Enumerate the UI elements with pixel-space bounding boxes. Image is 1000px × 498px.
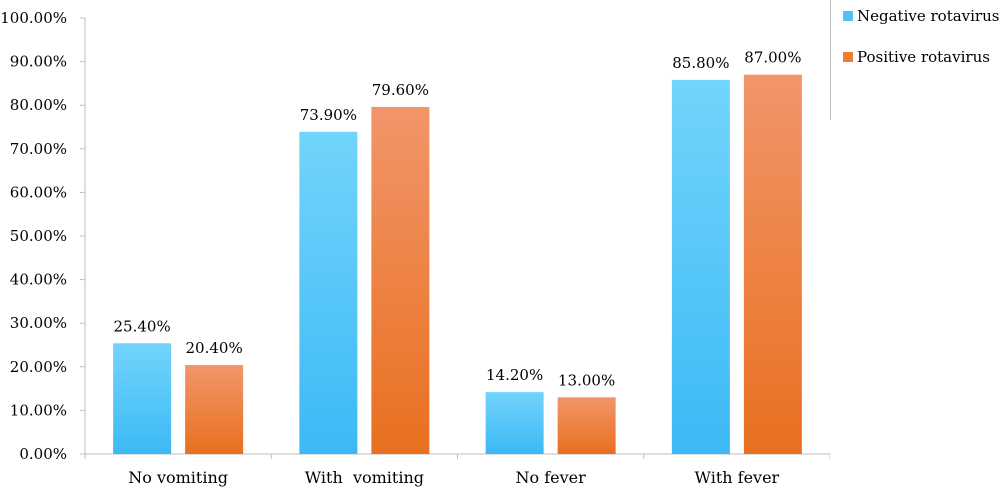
data-label: 20.40% [186, 339, 243, 357]
y-tick-label: 10.00% [10, 401, 67, 419]
y-tick-label: 90.00% [10, 53, 67, 71]
x-category-label: No fever [515, 468, 586, 487]
bar-negative [671, 79, 730, 455]
legend: Negative rotavirus Positive rotavirus [830, 0, 1000, 120]
bar-negative [485, 392, 544, 454]
y-tick-label: 20.00% [10, 358, 67, 376]
bar-negative [299, 131, 358, 454]
legend-swatch-positive [843, 52, 853, 62]
data-label: 73.90% [300, 106, 357, 124]
y-tick-label: 80.00% [10, 96, 67, 114]
data-label: 13.00% [558, 371, 615, 389]
bar-positive [743, 74, 802, 455]
y-tick-label: 70.00% [10, 140, 67, 158]
y-tick-label: 100.00% [0, 9, 67, 27]
legend-item-positive: Positive rotavirus [843, 48, 990, 66]
bar-positive [371, 106, 430, 454]
data-label: 79.60% [372, 81, 429, 99]
bar-chart: 0.00% 10.00% 20.00% 30.00% 40.00% 50.00% 60.00… [0, 9, 830, 487]
data-label: 25.40% [114, 317, 171, 335]
legend-label-negative: Negative rotavirus [857, 7, 1000, 25]
legend-swatch-negative [843, 11, 853, 21]
y-tick-label: 60.00% [10, 183, 67, 201]
y-tick-label: 40.00% [10, 271, 67, 289]
legend-label-positive: Positive rotavirus [857, 48, 990, 66]
y-tick-label: 30.00% [10, 314, 67, 332]
data-label: 85.80% [672, 54, 729, 72]
bar-negative [113, 343, 172, 454]
bar-positive [185, 365, 244, 454]
x-category-label: With vomiting [305, 468, 424, 487]
bar-positive [557, 397, 616, 454]
data-label: 87.00% [744, 49, 801, 67]
x-category-label: No vomiting [128, 468, 228, 487]
y-tick-label: 50.00% [10, 227, 67, 245]
data-label: 14.20% [486, 366, 543, 384]
legend-item-negative: Negative rotavirus [843, 7, 999, 25]
y-tick-label: 0.00% [19, 445, 67, 463]
x-category-label: With fever [695, 468, 780, 487]
